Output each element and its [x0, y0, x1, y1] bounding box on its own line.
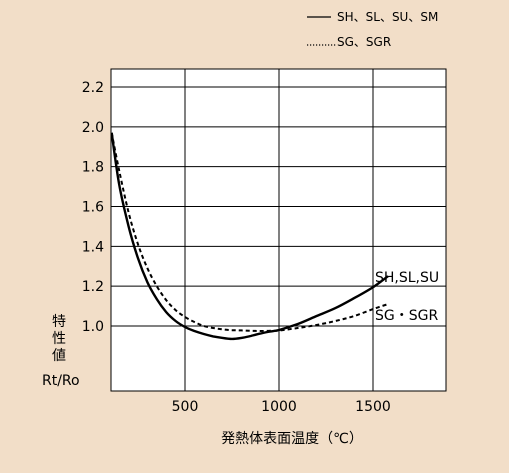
legend-label-dotted: SG、SGR	[337, 35, 391, 49]
y-tick-label-5: 1.2	[82, 279, 104, 295]
y-tick-label-3: 1.6	[82, 200, 104, 216]
tick-labels: 2.2 2.0 1.8 1.6 1.4 1.2 1.0 500 1000 1500	[82, 80, 391, 415]
y-tick-label-4: 1.4	[82, 239, 104, 255]
labels: SH、SL、SU、SM SG、SGR 特 性 値 Rt/Ro 発熱体表面温度（℃…	[42, 10, 439, 447]
series-label-dashed: SG・SGR	[375, 308, 438, 324]
grid	[111, 69, 446, 391]
y-tick-label-1: 2.0	[82, 120, 104, 136]
xlabel: 発熱体表面温度（℃）	[221, 431, 363, 447]
y-tick-label-2: 1.8	[82, 160, 104, 176]
x-tick-label-2: 1500	[355, 399, 391, 415]
y-tick-label-6: 1.0	[82, 319, 104, 335]
series-line-solid	[110, 132, 389, 341]
y-tick-label-0: 2.2	[82, 80, 104, 96]
series	[110, 132, 389, 341]
series-label-solid: SH,SL,SU	[375, 270, 439, 286]
x-tick-label-0: 500	[172, 399, 199, 415]
series-line-dashed	[110, 132, 389, 333]
x-tick-label-1: 1000	[261, 399, 297, 415]
ylabel-char-3: 値	[52, 348, 66, 364]
ylabel-sub: Rt/Ro	[42, 373, 80, 389]
ylabel-char-1: 特	[52, 314, 66, 330]
ylabel-char-2: 性	[52, 331, 66, 347]
legend-label-solid: SH、SL、SU、SM	[337, 10, 438, 24]
